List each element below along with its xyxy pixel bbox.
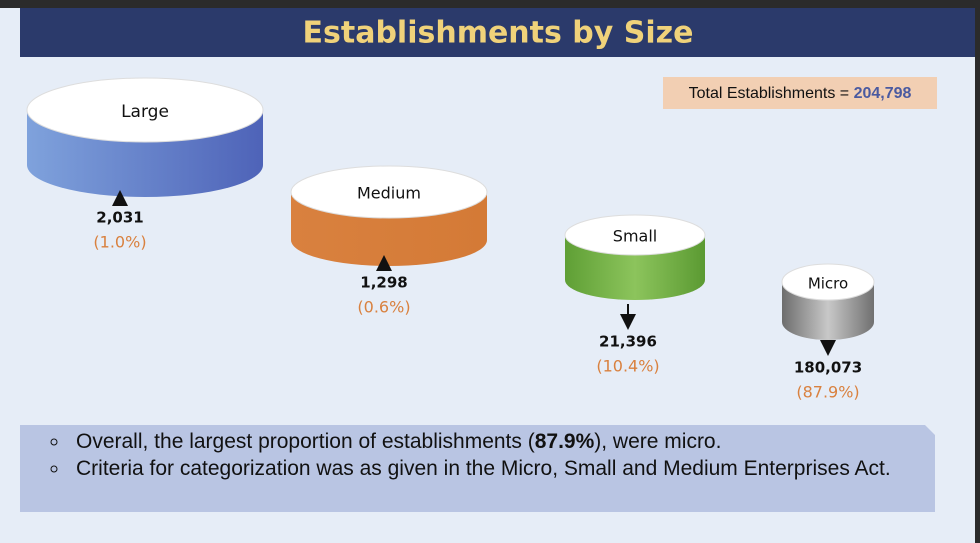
total-value: 204,798 xyxy=(854,85,912,102)
size-name: Medium xyxy=(357,184,421,203)
share: (0.6%) xyxy=(357,298,410,317)
right-strip xyxy=(975,0,980,543)
count: 180,073 xyxy=(794,359,862,377)
count: 21,396 xyxy=(599,333,657,351)
cylinder-top xyxy=(564,214,706,256)
total: Total Establishments = 204,798 xyxy=(689,85,912,102)
cylinder-top xyxy=(26,77,264,143)
share: (1.0%) xyxy=(93,233,146,252)
bullet-box xyxy=(20,425,935,512)
count: 1,298 xyxy=(360,274,407,292)
bullet-list: Overall, the largest proportion of estab… xyxy=(30,428,960,482)
total-box xyxy=(663,77,937,109)
top-strip xyxy=(0,0,980,8)
bullet-text: Criteria for categorization was as given… xyxy=(76,457,891,480)
bullet: Criteria for categorization was as given… xyxy=(70,455,960,482)
bullet: Overall, the largest proportion of estab… xyxy=(70,428,960,455)
size-name: Micro xyxy=(808,275,848,293)
bullet-emphasis: 87.9% xyxy=(534,430,595,453)
cylinder-top xyxy=(781,263,875,301)
size-name: Small xyxy=(613,227,657,246)
size-name: Large xyxy=(121,102,169,122)
title: Establishments by Size xyxy=(303,16,694,51)
share: (87.9%) xyxy=(796,383,859,402)
bullet-text: ), were micro. xyxy=(594,430,722,453)
bullet-text: Overall, the largest proportion of estab… xyxy=(76,430,535,453)
title-band xyxy=(20,8,975,57)
total-label: Total Establishments = xyxy=(689,85,854,102)
share: (10.4%) xyxy=(596,357,659,376)
cylinder-top xyxy=(290,165,488,219)
cylinders: Large 2,031 (1.0%) Medium 1,298 (0.6%) Small 21… xyxy=(26,77,875,402)
count: 2,031 xyxy=(96,209,143,227)
